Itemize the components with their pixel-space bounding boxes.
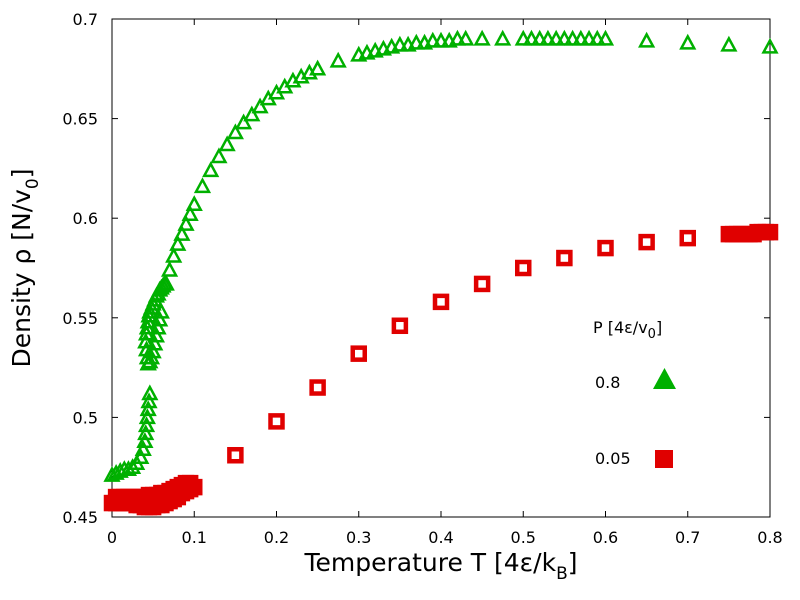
data-point (202, 161, 220, 178)
legend-marker-triangle (653, 368, 676, 389)
data-point (193, 177, 212, 194)
data-point (547, 29, 565, 46)
y-tick-label: 0.5 (73, 408, 98, 427)
data-point (473, 275, 491, 293)
data-point (235, 113, 253, 130)
data-point (251, 97, 269, 114)
x-tick-label: 0.8 (757, 528, 782, 547)
legend-marker-square (655, 450, 673, 468)
x-tick-label: 0.2 (264, 528, 289, 547)
x-tick-label: 0.7 (675, 528, 700, 547)
data-point (137, 416, 156, 433)
y-axis-title: Density ρ [N/v0] (7, 168, 43, 367)
legend: P [4ε/v0] 0.8 0.05 (593, 318, 676, 468)
data-point (140, 392, 158, 409)
data-point (177, 215, 195, 231)
plot-frame (111, 18, 771, 518)
series-0.8 (103, 29, 779, 482)
data-point (309, 379, 326, 396)
data-point (457, 29, 475, 46)
data-point (679, 33, 697, 50)
data-point (123, 458, 142, 474)
data-point (185, 195, 203, 212)
data-point (160, 260, 179, 277)
data-point (243, 105, 261, 122)
data-point (137, 424, 155, 441)
data-point (169, 234, 187, 251)
data-point (596, 29, 615, 46)
legend-label-0.8: 0.8 (595, 373, 620, 392)
data-point (132, 448, 150, 464)
data-point (139, 400, 157, 417)
data-series (103, 29, 779, 516)
y-tick-label: 0.65 (62, 110, 98, 129)
data-point (391, 35, 409, 52)
data-point (514, 29, 532, 46)
x-tick-label: 0.3 (346, 528, 371, 547)
y-tick-label: 0.7 (73, 10, 98, 29)
data-point (432, 293, 450, 311)
data-point (531, 29, 549, 46)
x-tick-label: 0.5 (511, 528, 536, 547)
data-point (329, 51, 347, 68)
legend-label-0.05: 0.05 (595, 449, 631, 468)
data-point (107, 488, 125, 506)
data-point (144, 342, 162, 359)
data-point (157, 274, 175, 291)
data-point (407, 33, 425, 50)
data-point (350, 345, 367, 362)
data-point (638, 31, 656, 48)
x-axis-ticks: 0 0.1 0.2 0.3 0.4 0.5 0.6 0.7 0.8 (107, 19, 783, 547)
data-point (720, 35, 738, 52)
y-tick-label: 0.45 (62, 508, 98, 527)
data-point (268, 413, 285, 430)
data-point (226, 123, 244, 140)
data-point (556, 249, 573, 267)
data-point (597, 239, 614, 257)
data-point (424, 31, 442, 48)
data-point (432, 31, 450, 48)
data-point (679, 229, 696, 247)
data-point (227, 446, 244, 464)
data-point (448, 29, 467, 46)
data-point (572, 29, 590, 46)
data-point (210, 147, 228, 164)
data-point (138, 408, 156, 425)
data-point (136, 432, 154, 449)
data-point (309, 59, 327, 76)
data-point (580, 29, 598, 46)
x-axis-title: Temperature T [4ε/kB] (303, 548, 577, 584)
y-axis-ticks: 0.45 0.5 0.55 0.6 0.65 0.7 (62, 10, 770, 527)
data-point (139, 354, 157, 371)
data-point (588, 29, 606, 46)
data-point (555, 29, 573, 46)
data-point (173, 225, 191, 241)
data-point (494, 29, 512, 46)
data-point (473, 29, 491, 46)
legend-title: P [4ε/v0] (593, 318, 662, 342)
x-tick-label: 0 (107, 528, 117, 547)
data-point (391, 317, 409, 335)
x-tick-label: 0.4 (428, 528, 453, 547)
y-tick-label: 0.6 (73, 209, 98, 228)
data-point (761, 223, 779, 241)
data-point (165, 246, 183, 263)
data-point (515, 259, 532, 277)
x-tick-label: 0.1 (182, 528, 207, 547)
data-point (141, 384, 159, 401)
data-point (761, 37, 779, 54)
y-tick-label: 0.55 (62, 309, 98, 328)
data-point (522, 29, 541, 46)
x-tick-label: 0.6 (593, 528, 618, 547)
data-point (181, 205, 199, 221)
data-point (638, 233, 655, 251)
data-point (564, 29, 582, 46)
data-point (134, 440, 152, 457)
data-point (218, 135, 236, 152)
data-point (539, 29, 557, 46)
series-0.05 (103, 223, 779, 516)
